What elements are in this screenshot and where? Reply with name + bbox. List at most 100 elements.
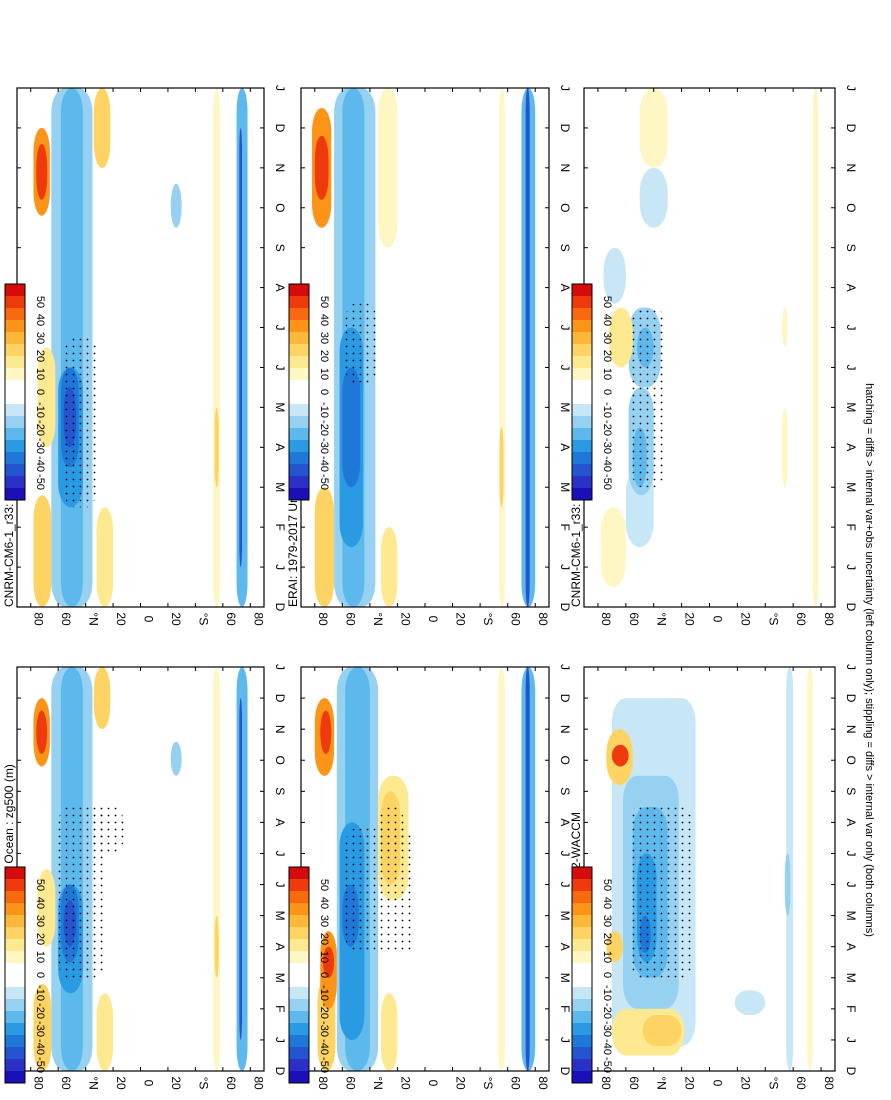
colorbar-swatch <box>289 368 309 380</box>
x-tick-label: M <box>273 402 287 412</box>
x-tick-label: J <box>844 882 858 888</box>
colorbar-label: -20 <box>601 420 613 436</box>
x-tick-label: O <box>273 756 287 765</box>
colorbar-swatch <box>289 891 309 903</box>
x-tick-label: A <box>558 284 572 292</box>
colorbar-label: -10 <box>318 985 330 1001</box>
colorbar-swatch <box>289 927 309 939</box>
colorbar-swatch <box>5 939 25 951</box>
colorbar-swatch <box>572 999 592 1011</box>
x-tick-label: J <box>273 85 287 91</box>
contour-region <box>807 667 813 1071</box>
y-tick-label: °N <box>371 1076 385 1089</box>
x-tick-label: F <box>844 1005 858 1012</box>
colorbar-swatch <box>289 476 309 488</box>
contour-region <box>498 667 505 1071</box>
x-tick-label: M <box>558 482 572 492</box>
contour-region <box>96 993 114 1071</box>
y-tick-label: 0 <box>426 616 440 623</box>
colorbar-swatch <box>289 332 309 344</box>
y-tick-label: °S <box>196 613 210 626</box>
x-tick-label: J <box>844 325 858 331</box>
y-tick-label: 80 <box>536 1076 550 1090</box>
colorbar-label: 50 <box>601 296 613 308</box>
colorbar-bottom-left: 50 40 30 20 10 0 -10 -20 -30 -40 -50 <box>571 283 613 501</box>
colorbar-swatch <box>5 999 25 1011</box>
colorbar-label: 0 <box>34 389 46 395</box>
colorbar-label: -20 <box>34 1003 46 1019</box>
colorbar-label: -30 <box>318 438 330 454</box>
colorbar-swatch <box>5 440 25 452</box>
colorbar-swatch <box>5 867 25 879</box>
contour-region <box>239 127 243 568</box>
colorbar-label: -40 <box>318 456 330 472</box>
colorbar-label: 10 <box>601 951 613 963</box>
colorbar-swatch <box>289 284 309 296</box>
x-tick-label: A <box>844 943 858 951</box>
colorbar-swatch <box>289 1035 309 1047</box>
contour-region <box>213 667 221 1071</box>
contour-region <box>380 993 398 1071</box>
x-tick-label: J <box>558 664 572 670</box>
colorbar-label: -10 <box>34 402 46 418</box>
contour-region <box>525 667 530 1071</box>
contour-region <box>37 869 56 947</box>
colorbar-swatch <box>572 380 592 392</box>
x-tick-label: A <box>844 284 858 292</box>
colorbar-label: 0 <box>34 972 46 978</box>
contour-region <box>36 143 48 200</box>
y-tick-label: 80 <box>32 612 46 626</box>
x-tick-label: A <box>273 943 287 951</box>
x-tick-label: J <box>273 664 287 670</box>
x-tick-label: D <box>844 1067 858 1076</box>
colorbar-label: -20 <box>601 1003 613 1019</box>
y-tick-label: °N <box>371 612 385 625</box>
panel-bottom-right: DJFMAMJJASONDJ8060°N20020°S6080CNRM-CM6-… <box>569 664 858 1090</box>
colorbar-swatch <box>572 927 592 939</box>
x-tick-label: J <box>273 882 287 888</box>
colorbar-swatch <box>572 1071 592 1083</box>
x-tick-label: M <box>558 973 572 983</box>
colorbar-label: 40 <box>601 314 613 326</box>
x-tick-label: N <box>558 164 572 173</box>
x-tick-label: M <box>558 402 572 412</box>
colorbar-label: -40 <box>34 456 46 472</box>
colorbar-swatch <box>572 404 592 416</box>
colorbar-swatch <box>572 1011 592 1023</box>
contour-region <box>93 667 111 730</box>
x-tick-label: N <box>558 725 572 734</box>
y-tick-label: 60 <box>343 1076 357 1090</box>
colorbar-swatch <box>5 308 25 320</box>
colorbar-swatch <box>572 975 592 987</box>
x-tick-label: D <box>844 694 858 703</box>
x-tick-label: S <box>558 244 572 252</box>
colorbar-swatch <box>5 879 25 891</box>
colorbar-label: 0 <box>318 972 330 978</box>
y-tick-label: 80 <box>316 1076 330 1090</box>
colorbar-label: 20 <box>34 350 46 362</box>
y-tick-label: 80 <box>316 612 330 626</box>
x-tick-label: M <box>558 911 572 921</box>
y-tick-label: 60 <box>59 1076 73 1090</box>
colorbar-label: 30 <box>34 915 46 927</box>
colorbar-frame <box>571 283 593 501</box>
colorbar-swatch <box>289 464 309 476</box>
colorbar-label: 40 <box>34 897 46 909</box>
x-tick-label: N <box>273 164 287 173</box>
colorbar-top-right: 50 40 30 20 10 0 -10 -20 -30 -40 -50 <box>4 866 46 1084</box>
x-tick-label: A <box>844 443 858 451</box>
x-tick-label: N <box>844 164 858 173</box>
colorbar-label: 0 <box>318 389 330 395</box>
colorbar-swatch <box>289 1071 309 1083</box>
colorbar-swatch <box>289 1059 309 1071</box>
colorbar-swatch <box>289 404 309 416</box>
y-tick-label: 0 <box>142 1080 156 1087</box>
x-tick-label: J <box>273 364 287 370</box>
colorbar-swatch <box>5 891 25 903</box>
x-tick-label: S <box>273 787 287 795</box>
colorbar-swatch <box>5 1023 25 1035</box>
colorbar-swatch <box>5 915 25 927</box>
colorbar-swatch <box>289 380 309 392</box>
colorbar-swatch <box>5 452 25 464</box>
colorbar-label: -20 <box>318 1003 330 1019</box>
